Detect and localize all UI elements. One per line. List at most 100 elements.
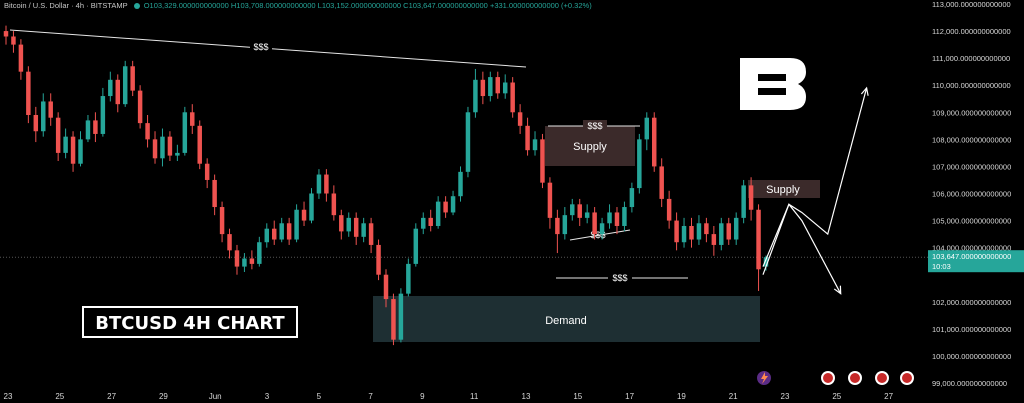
candle (443, 196, 448, 218)
price-tick: 101,000.000000000000 (932, 325, 1011, 334)
candle (666, 190, 672, 229)
candle (339, 209, 344, 240)
liquidity-mid-line (569, 229, 631, 241)
candle (204, 158, 210, 189)
candle (614, 207, 620, 235)
liquidity-supply-label: $$$ (587, 121, 602, 131)
candle (748, 177, 754, 221)
candle (622, 201, 627, 232)
candle (540, 133, 545, 189)
supply-zone-1-label: Supply (573, 141, 607, 153)
symbol-label: Bitcoin / U.S. Dollar · 4h · BITSTAMP (4, 1, 128, 10)
date-tick: Jun (209, 392, 222, 401)
candle (570, 198, 575, 221)
candle (502, 74, 508, 99)
price-tick: 104,000.000000000000 (932, 244, 1011, 253)
candle (257, 236, 262, 267)
candle (160, 128, 165, 167)
current-price-tag: 103,647.000000000000 10:03 (928, 250, 1024, 273)
candle (406, 258, 411, 297)
demand-zone (373, 296, 760, 342)
date-tick: 19 (677, 392, 686, 401)
date-tick: 21 (729, 392, 738, 401)
brand-logo-icon (740, 58, 806, 110)
candle (122, 60, 128, 107)
candle (428, 209, 433, 232)
price-tick: 110,000.000000000000 (932, 81, 1011, 90)
date-tick: 5 (317, 392, 322, 401)
candle (145, 114, 150, 148)
date-tick: 27 (107, 392, 116, 401)
candle (599, 217, 605, 240)
candle (577, 198, 582, 226)
candlestick-series (3, 25, 769, 346)
current-price-value: 103,647.000000000000 (932, 252, 1011, 261)
candle (93, 112, 98, 143)
date-tick: 29 (159, 392, 168, 401)
date-tick: 9 (420, 392, 425, 401)
candle (152, 131, 158, 164)
candle (525, 117, 530, 156)
candle (316, 169, 322, 199)
price-tick: 99,000.000000000000 (932, 379, 1007, 388)
candle (175, 144, 180, 162)
candle (704, 217, 709, 243)
candle (249, 250, 255, 270)
candle (562, 207, 568, 240)
candle (11, 31, 16, 53)
candle (473, 68, 478, 118)
date-tick: 15 (573, 392, 582, 401)
price-tick: 113,000.000000000000 (932, 0, 1011, 9)
date-tick: 11 (470, 392, 479, 401)
candle (309, 188, 314, 224)
candle (18, 39, 24, 80)
candle (63, 128, 68, 159)
candle (137, 85, 143, 129)
candle (711, 225, 717, 256)
candle (495, 71, 500, 99)
candle (435, 196, 441, 229)
candle (458, 166, 463, 202)
candle (331, 185, 337, 221)
date-tick: 17 (625, 392, 634, 401)
price-tick: 112,000.000000000000 (932, 27, 1011, 36)
price-tick: 100,000.000000000000 (932, 352, 1011, 361)
candle (108, 71, 113, 102)
candle (689, 217, 694, 248)
time-axis[interactable]: 23 25 27 29 Jun 3 5 7 9 11 13 15 17 19 21 23 25 27 (4, 392, 894, 401)
candle (659, 158, 664, 208)
chart-header: Bitcoin / U.S. Dollar · 4h · BITSTAMP O1… (4, 1, 592, 10)
price-tick: 105,000.000000000000 (932, 217, 1011, 226)
change-value: +331.000000000000 (+0.32%) (489, 1, 592, 10)
candle (421, 212, 426, 235)
candle (182, 106, 188, 156)
date-tick: 27 (884, 392, 893, 401)
candle (48, 93, 53, 126)
candle (115, 74, 120, 113)
candle (607, 204, 612, 229)
price-axis[interactable]: 113,000.000000000000 112,000.000000000000… (932, 0, 1011, 388)
candle (272, 220, 277, 245)
candle (696, 215, 702, 245)
candle (85, 114, 91, 143)
candle (33, 106, 39, 143)
high-value: H103,708.000000000000 (230, 1, 316, 10)
price-tick: 108,000.000000000000 (932, 135, 1011, 144)
date-tick: 23 (781, 392, 790, 401)
candle (398, 288, 404, 343)
candle (629, 182, 635, 213)
price-tick: 107,000.000000000000 (932, 162, 1011, 171)
candle (368, 217, 374, 254)
candle (592, 207, 597, 240)
candle (294, 204, 299, 243)
candle (644, 112, 650, 151)
date-tick: 25 (55, 392, 64, 401)
candle (361, 217, 366, 243)
candle (741, 179, 746, 224)
candle (100, 87, 106, 137)
demand-zone-label: Demand (545, 315, 587, 327)
title-box (82, 306, 298, 338)
candle (41, 93, 46, 137)
arrowhead-icon (860, 86, 869, 96)
